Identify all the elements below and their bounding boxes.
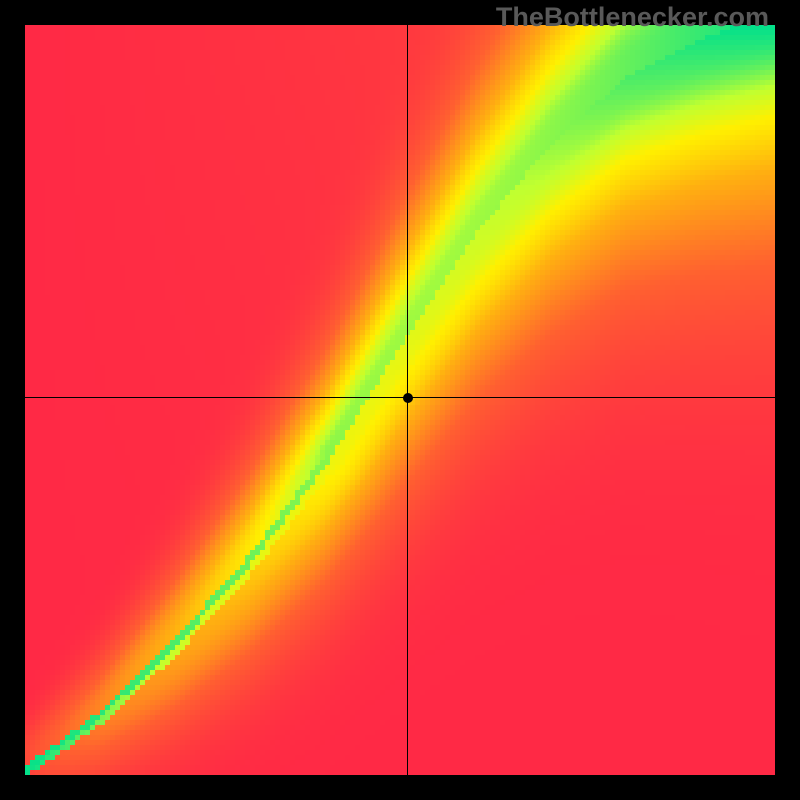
- data-point-marker: [403, 393, 413, 403]
- watermark-text: TheBottlenecker.com: [496, 2, 769, 33]
- bottleneck-heatmap: [25, 25, 775, 775]
- crosshair-horizontal: [25, 397, 775, 398]
